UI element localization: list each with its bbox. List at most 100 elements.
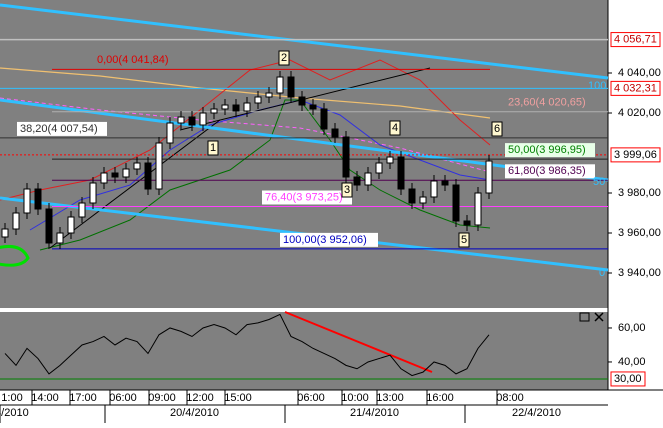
wave-label-box bbox=[458, 232, 470, 248]
wave-label: 6 bbox=[494, 123, 500, 135]
price-marker-label: 4 056,71 bbox=[614, 33, 657, 45]
candle-body bbox=[23, 188, 31, 214]
fib-label: 23,60(4 020,65) bbox=[508, 97, 586, 109]
candle-body bbox=[265, 92, 273, 98]
price-marker-box bbox=[610, 80, 661, 96]
candle-body bbox=[166, 122, 174, 144]
time-label: 1:00 bbox=[1, 392, 22, 404]
candle-body bbox=[12, 212, 20, 230]
candle-body bbox=[89, 182, 97, 204]
time-label: 12:00 bbox=[186, 392, 214, 404]
candle-body bbox=[386, 156, 394, 164]
time-label: 08:00 bbox=[496, 392, 524, 404]
fib-label: 61,80(3 986,35) bbox=[508, 165, 586, 177]
candle-body bbox=[287, 76, 295, 98]
candle-body bbox=[144, 162, 152, 190]
candle-body bbox=[78, 202, 86, 218]
candle-body bbox=[375, 162, 383, 174]
fib-label-box bbox=[280, 232, 378, 247]
time-label: 17:00 bbox=[69, 392, 97, 404]
time-label: 15:00 bbox=[224, 392, 252, 404]
price-marker-label: 4 032,31 bbox=[614, 82, 657, 94]
candle-body bbox=[111, 172, 119, 178]
wave-label-box bbox=[341, 182, 353, 198]
candle-body bbox=[331, 128, 339, 138]
y-tick-label: 4 040,00 bbox=[618, 67, 661, 79]
y-tick-label: 40,00 bbox=[618, 356, 646, 368]
fib-label-box bbox=[505, 143, 595, 158]
wave-label-box bbox=[278, 50, 290, 66]
candle-body bbox=[67, 216, 75, 234]
candle-body bbox=[1, 228, 9, 238]
candle-body bbox=[397, 156, 405, 190]
candle-body bbox=[155, 142, 163, 190]
candle-body bbox=[45, 208, 53, 244]
candle-body bbox=[419, 196, 427, 204]
y-tick-label: 3 960,00 bbox=[618, 227, 661, 239]
candle-body bbox=[133, 162, 141, 170]
candle-body bbox=[221, 104, 229, 110]
candle-body bbox=[243, 102, 251, 112]
wave-label: 1 bbox=[210, 142, 216, 154]
pane-buttons bbox=[579, 312, 604, 322]
indicator-marker-label: 30,00 bbox=[614, 373, 642, 385]
time-label: 06:00 bbox=[297, 392, 325, 404]
wave-label-box bbox=[491, 121, 503, 137]
close-button[interactable] bbox=[594, 312, 604, 322]
price-marker-box bbox=[610, 32, 661, 48]
candle-body bbox=[100, 172, 108, 184]
fib-label: 38,20(4 007,54) bbox=[20, 123, 98, 135]
channel-label: 50 bbox=[593, 176, 605, 188]
fib-label: 0,00(4 041,84) bbox=[97, 54, 169, 66]
time-label: 13:00 bbox=[376, 392, 404, 404]
wave-label: 2 bbox=[281, 52, 287, 64]
candle-body bbox=[232, 104, 240, 112]
wave-label-box bbox=[207, 140, 219, 156]
fib-label-box bbox=[505, 164, 595, 179]
candle-body bbox=[320, 108, 328, 130]
date-label: 20/4/2010 bbox=[170, 407, 219, 419]
date-label: /4/2010 bbox=[0, 407, 29, 419]
candle-body bbox=[441, 180, 449, 186]
candle-body bbox=[254, 96, 262, 104]
maximize-button[interactable] bbox=[579, 312, 590, 322]
wave-label: 3 bbox=[344, 184, 350, 196]
time-label: 10:00 bbox=[341, 392, 369, 404]
indicator-trend-line bbox=[284, 311, 433, 373]
channel-label: 100 bbox=[588, 80, 606, 92]
candle-body bbox=[430, 180, 438, 198]
candle-body bbox=[463, 220, 471, 226]
candle-body bbox=[342, 136, 350, 178]
fib-label-box bbox=[17, 121, 107, 136]
trend-line bbox=[49, 119, 221, 249]
candle-body bbox=[276, 76, 284, 94]
candle-body bbox=[298, 96, 306, 106]
indicator-marker-box bbox=[610, 371, 646, 387]
candle-body bbox=[474, 192, 482, 226]
time-label: 06:00 bbox=[109, 392, 137, 404]
date-label: 21/4/2010 bbox=[350, 407, 399, 419]
y-tick-label: 3 980,00 bbox=[618, 187, 661, 199]
y-tick-label: 4 020,00 bbox=[618, 107, 661, 119]
indicator-line bbox=[4, 313, 490, 377]
channel-line bbox=[0, 3, 609, 80]
candle-body bbox=[199, 112, 207, 126]
time-label: 09:00 bbox=[148, 392, 176, 404]
candle-body bbox=[188, 116, 196, 126]
fib-label: 50,00(3 996,95) bbox=[508, 144, 586, 156]
candle-body bbox=[309, 104, 317, 110]
candle-body bbox=[56, 232, 64, 244]
time-label: 14:00 bbox=[31, 392, 59, 404]
price-marker-label: 3 999,06 bbox=[614, 149, 657, 161]
fib-label-box bbox=[262, 190, 352, 205]
ellipse bbox=[0, 244, 30, 267]
y-tick-label: 60,00 bbox=[618, 322, 646, 334]
candle-body bbox=[364, 172, 372, 186]
date-label: 22/4/2010 bbox=[512, 407, 561, 419]
channel-label: 0 bbox=[599, 267, 605, 279]
band-upper bbox=[0, 59, 491, 201]
candle-body bbox=[34, 188, 42, 210]
candle-body bbox=[452, 184, 460, 222]
candle-body bbox=[122, 168, 130, 178]
